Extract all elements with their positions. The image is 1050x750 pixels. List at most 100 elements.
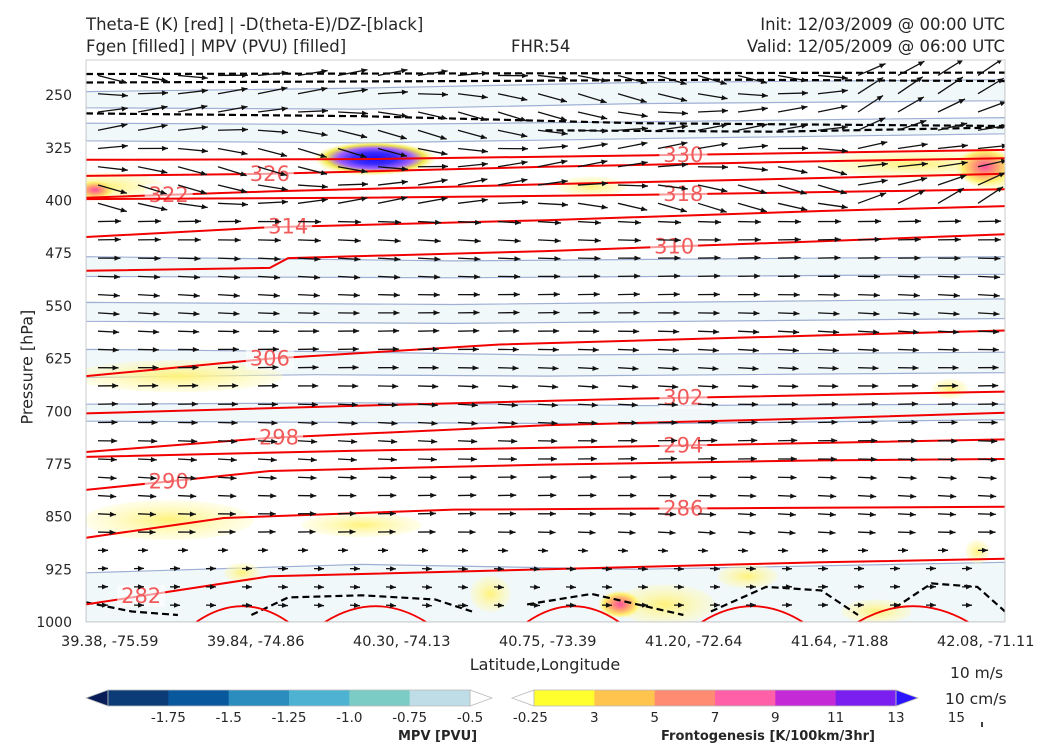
wind-vector-head — [549, 511, 556, 517]
wind-vector-head — [950, 493, 957, 499]
wind-vector-head — [269, 511, 276, 517]
wind-vector-head — [151, 419, 158, 426]
wind-vector-head — [109, 511, 116, 517]
wind-vector-head — [521, 160, 528, 166]
wind-vector-head — [154, 274, 161, 280]
wind-vector-head — [965, 584, 972, 590]
wind-vector-head — [431, 420, 438, 426]
y-tick-label: 700 — [45, 404, 72, 420]
wind-vector-head — [471, 420, 478, 426]
wind-vector-head — [711, 419, 718, 426]
wind-vector-head — [361, 87, 368, 93]
wind-vector-head — [953, 329, 960, 335]
colorbar-tick-label: -0.5 — [457, 710, 483, 726]
wind-vector-head — [952, 365, 959, 371]
wind-vector-head — [959, 174, 967, 180]
wind-vector-head — [434, 238, 441, 244]
wind-vector-head — [497, 566, 504, 572]
wind-vector-head — [154, 255, 161, 261]
wind-vector-head — [432, 383, 439, 389]
wind-vector-head — [389, 510, 396, 517]
wind-vector-head — [550, 456, 557, 462]
wind-vector-head — [872, 347, 879, 353]
wind-vector-head — [958, 99, 966, 104]
wind-vector-head — [400, 134, 407, 140]
wind-vector-head — [473, 310, 480, 316]
wind-vector-head — [481, 197, 488, 203]
colorbar-tick-label: 11 — [827, 710, 844, 726]
wind-vector-head — [794, 273, 801, 279]
wind-vector-head — [113, 329, 120, 335]
wind-vector-head — [474, 219, 482, 226]
wind-vector-head — [670, 493, 677, 499]
wind-vector-head — [760, 189, 767, 195]
wind-vector-head — [431, 402, 438, 408]
wind-vector-head — [829, 530, 836, 536]
wind-vector-head — [954, 274, 961, 280]
wind-vector-head — [965, 602, 972, 608]
wind-vector-head — [232, 383, 239, 389]
theta-e-contour — [195, 605, 289, 622]
wind-vector-head — [389, 584, 396, 590]
wind-vector-head — [831, 437, 838, 444]
wind-vector-head — [873, 311, 880, 317]
colorbar-swatch — [715, 690, 776, 706]
wind-vector-head — [554, 273, 561, 280]
frontogenesis-fill-region — [556, 176, 627, 197]
wind-vector-head — [350, 492, 357, 499]
wind-vector-head — [390, 492, 397, 499]
wind-vector-head — [929, 565, 936, 572]
wind-vector-head — [320, 170, 328, 176]
wind-vector-head — [401, 112, 408, 119]
wind-vector-head — [677, 602, 684, 608]
wind-vector-head — [392, 383, 399, 389]
wind-vector-head — [871, 419, 878, 425]
wind-vector-head — [592, 365, 599, 372]
wind-vector-head — [354, 256, 361, 262]
wind-vector-head — [121, 122, 128, 129]
wind-vector-head — [441, 196, 448, 202]
wind-vector-head — [992, 364, 999, 371]
wind-vector-head — [481, 70, 488, 77]
wind-vector-head — [789, 530, 796, 536]
wind-vector-head — [233, 274, 241, 280]
wind-vector-head — [631, 420, 638, 426]
mpv-fill-region — [86, 79, 1005, 110]
wind-vector-head — [672, 384, 679, 390]
wind-vector-head — [914, 236, 921, 243]
wind-vector-head — [193, 329, 200, 335]
wind-vector-head — [873, 292, 880, 298]
wind-vector-head — [349, 529, 356, 535]
theta-e-contour — [86, 205, 1005, 238]
wind-vector-head — [200, 170, 207, 176]
wind-vector-head — [874, 273, 881, 280]
wind-vector-head — [965, 565, 972, 572]
wind-vector-head — [314, 237, 321, 244]
wind-vector-head — [150, 493, 157, 499]
wind-vector-head — [240, 171, 247, 177]
wind-vector-head — [393, 310, 400, 316]
stability-contour — [250, 594, 473, 616]
wind-vector-head — [121, 106, 128, 112]
wind-vector-head — [674, 237, 681, 243]
wind-vector-head — [994, 237, 1001, 243]
wind-vector-head — [434, 219, 442, 225]
wind-vector-head — [321, 68, 328, 75]
wind-vector-head — [950, 475, 957, 481]
wind-vector-head — [155, 218, 162, 224]
wind-vector-head — [315, 219, 322, 225]
wind-vector-head — [201, 104, 208, 110]
wind-vector-head — [311, 438, 318, 445]
wind-vector-head — [713, 329, 720, 335]
wind-vector-head — [201, 204, 208, 210]
wind-vector-head — [533, 584, 540, 590]
wind-vector-head — [320, 152, 327, 158]
wind-vector-head — [590, 456, 597, 462]
wind-vector-head — [161, 105, 168, 111]
wind-vector-head — [553, 291, 560, 297]
wind-vector-head — [552, 384, 559, 390]
y-tick-label: 1000 — [36, 615, 72, 631]
wind-vector-head — [791, 401, 798, 407]
wind-vectors — [97, 60, 1005, 608]
wind-vector-head — [241, 150, 248, 156]
